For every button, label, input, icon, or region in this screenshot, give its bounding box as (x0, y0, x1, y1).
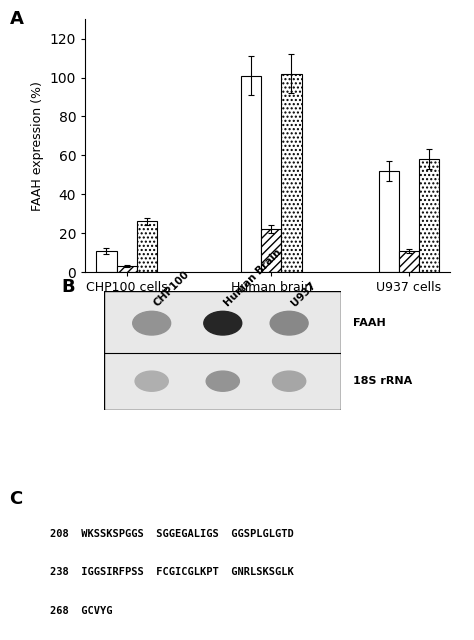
Text: U937: U937 (289, 280, 318, 308)
Ellipse shape (135, 371, 168, 391)
Text: A: A (9, 10, 23, 28)
Bar (419, 159, 439, 272)
Text: 238  IGGSIRFPSS  FCGICGLKPT  GNRLSKSGLK: 238 IGGSIRFPSS FCGICGLKPT GNRLSKSGLK (50, 567, 293, 577)
Ellipse shape (270, 311, 308, 335)
Bar (117, 266, 137, 272)
Text: C: C (9, 490, 23, 508)
Bar (282, 74, 301, 272)
Text: CHP100: CHP100 (152, 269, 191, 308)
Bar (261, 229, 282, 272)
Ellipse shape (273, 371, 306, 391)
Text: 18S rRNA: 18S rRNA (353, 376, 412, 386)
Bar (96, 251, 117, 272)
Bar (399, 251, 419, 272)
Text: 208  WKSSKSPGGS  SGGEGALIGS  GGSPLGLGTD: 208 WKSSKSPGGS SGGEGALIGS GGSPLGLGTD (50, 529, 293, 539)
Ellipse shape (133, 311, 171, 335)
Text: Human Brain: Human Brain (223, 247, 284, 308)
Text: FAAH: FAAH (353, 318, 386, 328)
Bar (137, 221, 157, 272)
Y-axis label: FAAH expression (%): FAAH expression (%) (31, 81, 45, 211)
Ellipse shape (206, 371, 239, 391)
Bar (241, 76, 261, 272)
Bar (379, 171, 399, 272)
Ellipse shape (204, 311, 242, 335)
Text: B: B (62, 278, 75, 296)
X-axis label: Samples: Samples (235, 300, 301, 314)
Text: 268  GCVYG: 268 GCVYG (50, 605, 112, 616)
